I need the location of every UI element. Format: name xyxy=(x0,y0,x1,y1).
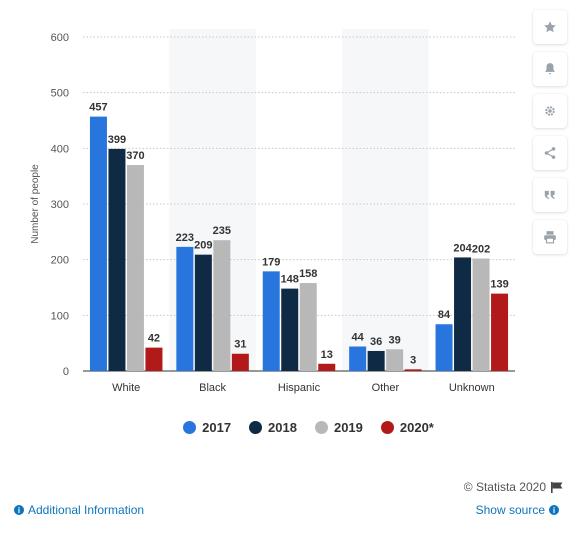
bar-unknown-2017[interactable] xyxy=(435,324,453,371)
x-tick-label: Other xyxy=(372,382,400,394)
data-label: 158 xyxy=(299,268,317,280)
bar-unknown-2019[interactable] xyxy=(472,258,490,371)
share-icon xyxy=(544,147,556,159)
bar-unknown-2020[interactable] xyxy=(491,293,509,371)
data-label: 235 xyxy=(213,225,231,237)
bar-black-2019[interactable] xyxy=(213,240,231,371)
bar-other-2020[interactable] xyxy=(404,369,422,371)
data-label: 39 xyxy=(389,334,401,346)
bar-other-2017[interactable] xyxy=(349,346,367,371)
data-label: 209 xyxy=(194,240,212,252)
data-label: 31 xyxy=(234,339,246,351)
legend-label: 2020* xyxy=(399,419,434,435)
bar-black-2020[interactable] xyxy=(231,353,249,371)
bar-other-2019[interactable] xyxy=(386,349,404,371)
print-button[interactable] xyxy=(533,220,567,254)
show-source-label: Show source xyxy=(475,503,545,517)
data-label: 204 xyxy=(453,242,472,254)
data-label: 399 xyxy=(108,134,126,146)
bar-hispanic-2019[interactable] xyxy=(299,283,317,371)
x-tick-label: Unknown xyxy=(449,382,495,394)
data-label: 42 xyxy=(148,333,160,345)
data-label: 370 xyxy=(126,150,144,162)
notification-button[interactable] xyxy=(533,52,567,86)
legend-label: 2017 xyxy=(202,419,232,435)
flag-icon xyxy=(551,481,563,493)
bar-white-2019[interactable] xyxy=(126,165,144,371)
y-tick-label: 600 xyxy=(51,32,69,44)
credit-text: © Statista 2020 xyxy=(463,480,546,494)
info-icon: i xyxy=(549,505,559,515)
data-label: 3 xyxy=(410,354,416,366)
share-button[interactable] xyxy=(533,136,567,170)
bar-black-2018[interactable] xyxy=(194,254,212,371)
legend-label: 2019 xyxy=(333,419,363,435)
x-axis-ticks: White Black Hispanic Other Unknown xyxy=(112,382,495,394)
favorite-button[interactable] xyxy=(533,10,567,44)
bar-hispanic-2020[interactable] xyxy=(318,363,336,371)
y-tick-label: 200 xyxy=(51,255,69,267)
data-label: 148 xyxy=(281,274,299,286)
legend-item-2019[interactable]: 2019 xyxy=(314,419,363,435)
y-axis-ticks: 0 100 200 300 400 500 600 xyxy=(51,32,69,378)
data-label: 13 xyxy=(321,349,333,361)
x-tick-label: Black xyxy=(199,382,226,394)
y-axis-label: Number of people xyxy=(30,164,41,244)
legend-label: 2018 xyxy=(268,419,297,435)
bars xyxy=(89,116,509,371)
legend-item-2018[interactable]: 2018 xyxy=(249,420,297,435)
y-tick-label: 0 xyxy=(63,366,69,378)
bar-other-2018[interactable] xyxy=(367,350,385,371)
data-label: 44 xyxy=(352,332,365,344)
legend-swatch xyxy=(249,420,263,434)
bar-unknown-2018[interactable] xyxy=(454,257,472,371)
statista-credit[interactable]: © Statista 2020 xyxy=(464,480,563,494)
data-label: 84 xyxy=(438,309,451,321)
bell-icon xyxy=(545,63,555,75)
quote-icon xyxy=(544,190,555,200)
x-tick-label: Hispanic xyxy=(278,382,321,394)
x-tick-label: White xyxy=(112,382,140,394)
data-label: 179 xyxy=(262,256,280,268)
y-tick-label: 500 xyxy=(51,88,69,100)
gridlines xyxy=(83,36,515,372)
data-label: 36 xyxy=(370,336,382,348)
star-icon xyxy=(544,21,556,33)
legend-swatch xyxy=(380,420,394,434)
data-label: 139 xyxy=(490,279,508,291)
legend-item-2020[interactable]: 2020* xyxy=(380,419,434,435)
bar-hispanic-2018[interactable] xyxy=(281,288,299,371)
data-label: 223 xyxy=(176,232,194,244)
y-tick-label: 300 xyxy=(51,199,69,211)
legend-item-2017[interactable]: 2017 xyxy=(183,420,231,435)
data-label: 457 xyxy=(89,102,107,114)
bar-black-2017[interactable] xyxy=(176,246,194,371)
show-source-link[interactable]: Show source i xyxy=(476,503,563,517)
additional-information-label: Additional Information xyxy=(28,503,145,517)
y-tick-label: 100 xyxy=(51,310,69,322)
print-icon xyxy=(544,231,556,244)
gear-icon xyxy=(545,106,555,116)
category-band xyxy=(342,29,429,371)
settings-button[interactable] xyxy=(533,94,567,128)
additional-information-link[interactable]: i Additional Information xyxy=(14,503,144,517)
legend-swatch xyxy=(314,420,328,434)
legend-swatch xyxy=(183,420,197,434)
bar-hispanic-2017[interactable] xyxy=(262,271,280,371)
cite-button[interactable] xyxy=(533,178,567,212)
bar-white-2017[interactable] xyxy=(89,116,107,371)
info-icon: i xyxy=(14,505,24,515)
bar-white-2018[interactable] xyxy=(108,148,126,371)
y-tick-label: 400 xyxy=(51,143,69,155)
data-label: 202 xyxy=(472,244,490,256)
legend: 2017 2018 2019 2020* xyxy=(0,418,577,436)
bar-white-2020[interactable] xyxy=(145,347,163,371)
